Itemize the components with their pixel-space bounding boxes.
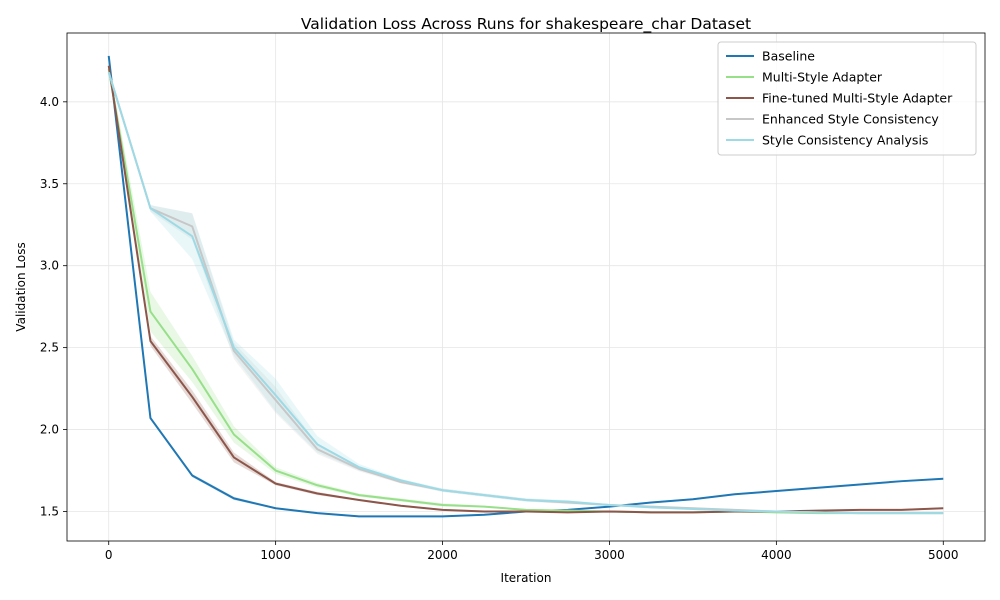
x-tick-label: 3000 xyxy=(594,548,625,562)
x-tick-label: 5000 xyxy=(928,548,959,562)
legend-box xyxy=(717,41,977,156)
style-consistency-analysis-line xyxy=(107,72,944,515)
legend-label-multi-style-adapter: Multi-Style Adapter xyxy=(762,70,883,85)
x-axis-ticks: 0 1000 2000 3000 4000 5000 xyxy=(105,541,959,562)
plot-frame xyxy=(66,32,986,542)
y-tick-label: 2.5 xyxy=(40,341,59,355)
legend-label-style-consistency-analysis: Style Consistency Analysis xyxy=(762,133,928,148)
y-tick-label: 3.5 xyxy=(40,177,59,191)
chart-title: Validation Loss Across Runs for shakespe… xyxy=(301,15,751,34)
y-axis-ticks: 1.5 2.0 2.5 3.0 3.5 4.0 xyxy=(40,95,67,519)
y-tick-label: 4.0 xyxy=(40,95,59,109)
legend-label-baseline: Baseline xyxy=(762,49,815,64)
y-axis-label: Validation Loss xyxy=(14,242,28,331)
legend-label-fine-tuned-multi-style-adapter: Fine-tuned Multi-Style Adapter xyxy=(762,91,953,106)
y-tick-label: 2.0 xyxy=(40,423,59,437)
x-tick-label: 0 xyxy=(105,548,113,562)
x-axis-label: Iteration xyxy=(501,571,552,585)
x-tick-label: 2000 xyxy=(427,548,458,562)
y-tick-label: 1.5 xyxy=(40,505,59,519)
legend-label-enhanced-style-consistency: Enhanced Style Consistency xyxy=(762,112,939,127)
fine-tuned-multi-style-adapter-line xyxy=(107,65,944,514)
legend: Baseline Multi-Style Adapter Fine-tuned Mu… xyxy=(717,41,977,156)
series-lines xyxy=(107,55,944,518)
x-tick-label: 1000 xyxy=(260,548,291,562)
x-tick-label: 4000 xyxy=(761,548,792,562)
y-tick-label: 3.0 xyxy=(40,259,59,273)
grid xyxy=(67,33,985,541)
